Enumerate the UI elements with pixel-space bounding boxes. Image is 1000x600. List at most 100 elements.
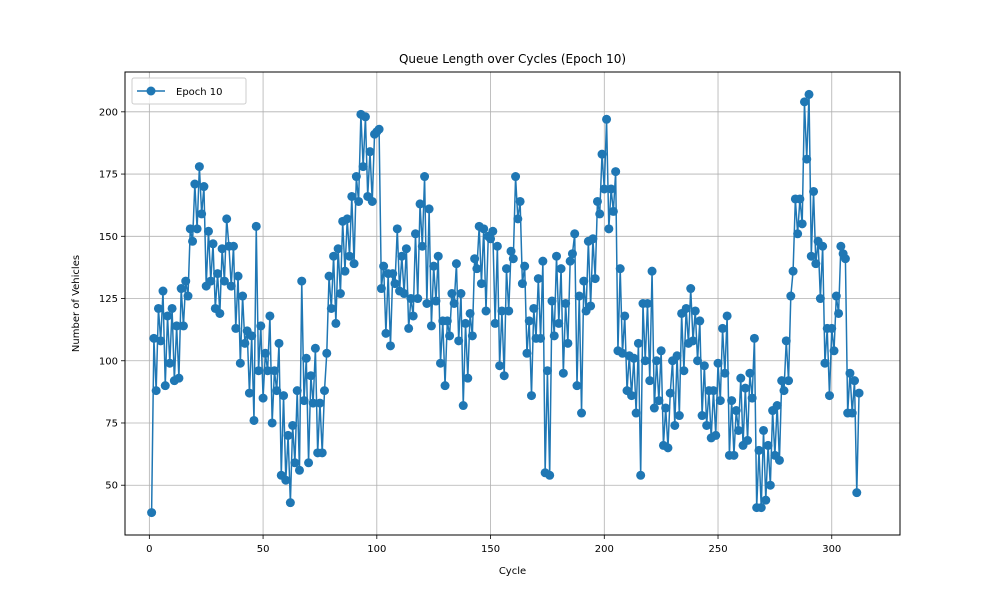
data-point (183, 291, 193, 301)
data-point (850, 376, 860, 386)
data-point (508, 254, 518, 264)
y-tick-label: 175 (99, 170, 118, 181)
data-point (381, 328, 391, 338)
data-point (595, 209, 605, 219)
data-point (347, 191, 357, 201)
data-point (213, 269, 223, 279)
y-tick-label: 100 (99, 356, 118, 367)
data-point (674, 411, 684, 421)
data-point (763, 440, 773, 450)
data-point (256, 321, 266, 331)
data-point (263, 366, 273, 376)
data-point (449, 299, 459, 308)
data-point (799, 97, 809, 107)
x-tick-label: 50 (257, 544, 270, 555)
data-point (476, 279, 486, 289)
data-point (688, 336, 698, 346)
data-point (349, 259, 359, 269)
data-point (847, 408, 857, 418)
data-point (299, 396, 309, 406)
data-point (390, 279, 400, 289)
data-point (649, 403, 659, 413)
data-point (606, 184, 616, 194)
data-point (447, 289, 457, 299)
data-point (834, 308, 844, 318)
data-point (331, 318, 341, 328)
data-point (306, 371, 316, 381)
data-point (695, 316, 705, 326)
data-point (526, 391, 536, 401)
data-point (631, 408, 641, 418)
data-point (329, 251, 339, 261)
data-point (772, 401, 782, 411)
data-point (693, 356, 703, 366)
data-point (467, 331, 477, 341)
data-point (481, 306, 491, 316)
data-point (604, 224, 614, 234)
data-point (522, 348, 532, 358)
legend-box (131, 77, 247, 105)
data-point (802, 154, 812, 164)
data-point (360, 112, 370, 122)
data-point (283, 430, 293, 440)
data-point (524, 316, 534, 326)
data-point (385, 341, 395, 351)
data-point (547, 296, 557, 306)
plot-area (124, 71, 901, 536)
data-point (319, 386, 329, 396)
data-point (754, 445, 764, 455)
data-point (301, 353, 311, 363)
series-layer (147, 89, 864, 518)
data-point (611, 167, 621, 177)
data-point (410, 229, 420, 239)
data-point (163, 311, 173, 321)
data-point (690, 306, 700, 316)
data-point (408, 311, 418, 321)
data-point (479, 224, 489, 234)
y-axis-label: Number of Vehicles (71, 255, 82, 352)
data-point (608, 206, 618, 216)
data-point (781, 336, 791, 346)
x-axis-label: Cycle (499, 566, 526, 577)
data-point (788, 266, 798, 276)
data-point (415, 199, 425, 209)
data-point (670, 420, 680, 430)
data-point (388, 269, 398, 279)
data-point (749, 333, 759, 343)
data-point (194, 162, 204, 172)
data-point (176, 284, 186, 294)
x-tick-label: 200 (595, 544, 614, 555)
data-point (761, 495, 771, 505)
data-point (281, 475, 291, 485)
data-point (558, 368, 568, 378)
data-point (285, 498, 295, 508)
data-point (351, 172, 361, 182)
data-point (470, 254, 480, 264)
data-point (158, 286, 168, 296)
legend-label: Epoch 10 (176, 87, 223, 98)
data-point (399, 289, 409, 299)
data-point (733, 425, 743, 435)
y-tick-label: 75 (105, 418, 118, 429)
data-point (654, 396, 664, 406)
data-point (561, 299, 571, 308)
data-point (172, 321, 182, 331)
data-point (542, 366, 552, 376)
data-point (533, 274, 543, 284)
data-point (440, 381, 450, 391)
data-point (222, 214, 232, 224)
data-point (617, 348, 627, 358)
data-point (515, 196, 525, 206)
data-point (492, 241, 502, 251)
data-point (795, 194, 805, 204)
data-point (699, 361, 709, 371)
data-point (574, 291, 584, 301)
data-point (536, 333, 546, 343)
y-tick-label: 125 (99, 294, 118, 305)
data-point (711, 430, 721, 440)
data-point (529, 303, 539, 313)
data-point (235, 358, 245, 368)
data-point (456, 289, 466, 299)
data-point (304, 458, 314, 468)
data-point (809, 186, 819, 196)
